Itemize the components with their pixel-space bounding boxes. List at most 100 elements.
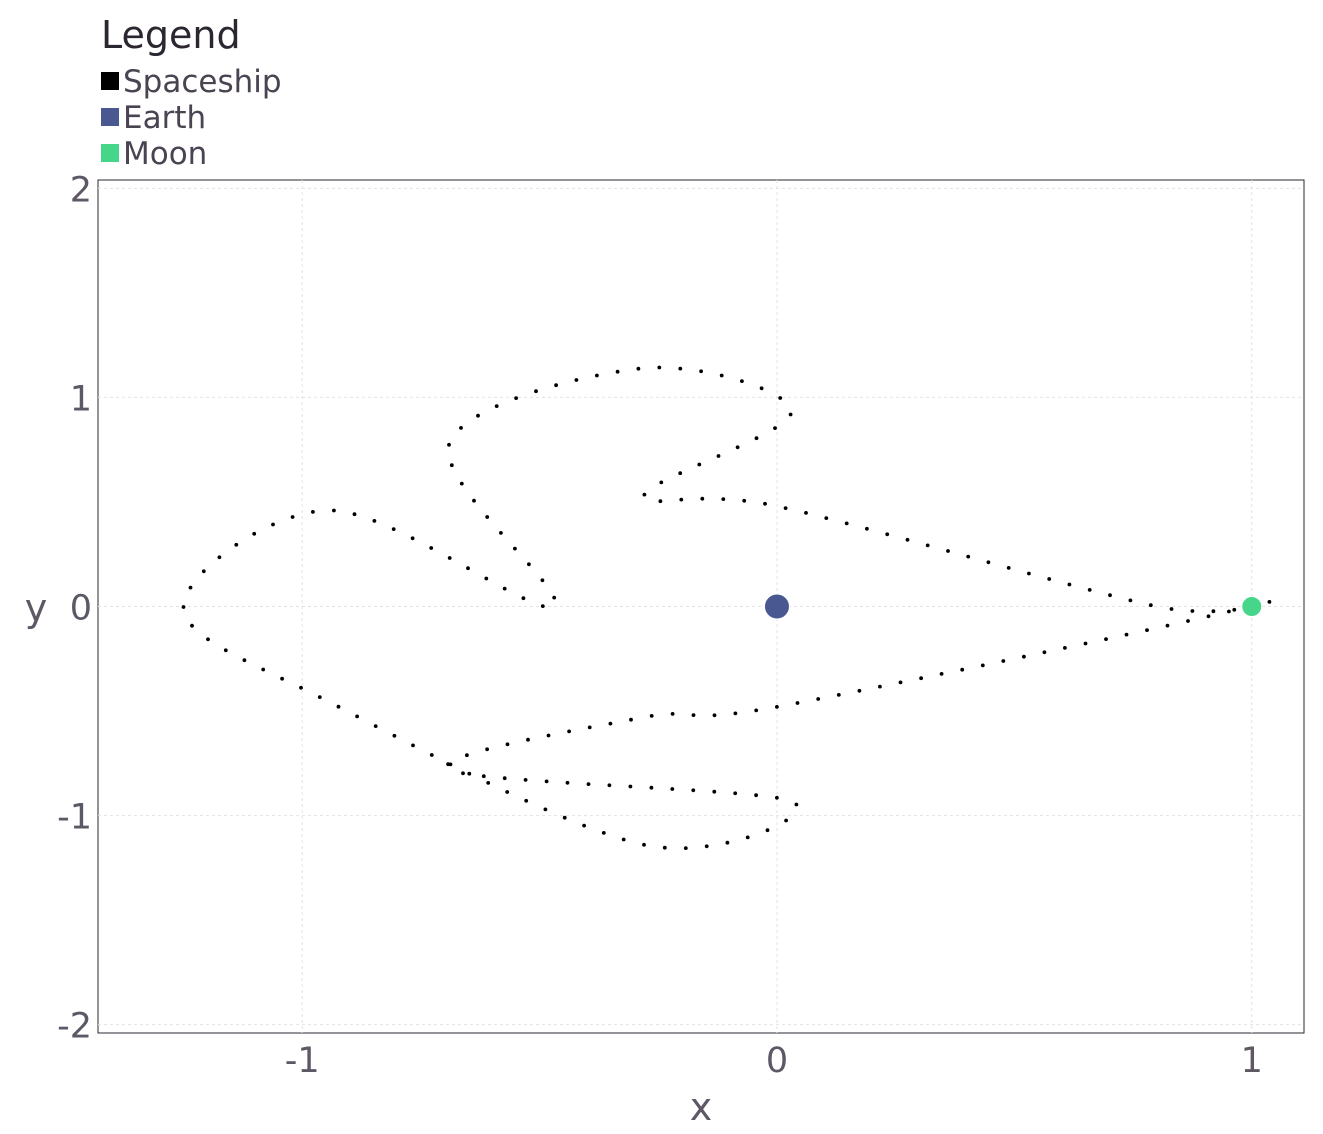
legend-swatch-moon xyxy=(101,144,119,162)
spaceship-point xyxy=(740,379,744,383)
spaceship-point xyxy=(1067,582,1072,587)
spaceship-point xyxy=(679,497,684,502)
y-tick-label: -1 xyxy=(57,798,92,838)
spaceship-point xyxy=(540,578,545,583)
spaceship-point xyxy=(447,442,451,447)
spaceship-point xyxy=(373,724,378,728)
spaceship-point xyxy=(784,818,788,823)
spaceship-point xyxy=(1027,571,1031,576)
spaceship-point xyxy=(1169,607,1174,611)
spaceship-point xyxy=(391,527,396,531)
spaceship-point xyxy=(670,787,675,791)
spaceship-point xyxy=(754,793,758,798)
spaceship-point xyxy=(658,499,663,504)
spaceship-point xyxy=(699,369,703,374)
spaceship-point xyxy=(466,566,470,571)
spaceship-point xyxy=(775,795,779,800)
spaceship-point xyxy=(543,807,548,812)
spaceship-point xyxy=(485,515,490,519)
spaceship-point xyxy=(678,471,683,476)
spaceship-point xyxy=(190,623,194,628)
spaceship-point xyxy=(546,733,551,738)
spaceship-point xyxy=(670,712,675,716)
spaceship-point xyxy=(582,823,586,828)
spaceship-point xyxy=(824,516,829,520)
spaceship-point xyxy=(352,512,357,517)
spaceship-point xyxy=(816,697,821,701)
spaceship-point xyxy=(608,721,613,726)
spaceship-point xyxy=(642,492,647,497)
legend-swatch-spaceship xyxy=(101,72,119,90)
y-tick-label: 0 xyxy=(70,589,92,629)
spaceship-point xyxy=(735,445,740,450)
spaceship-point xyxy=(429,546,434,550)
spaceship-point xyxy=(534,389,538,394)
x-tick-label: 1 xyxy=(1241,1041,1263,1081)
spaceship-point xyxy=(1267,600,1272,604)
spaceship-point xyxy=(1128,598,1133,603)
spaceship-point xyxy=(252,531,257,536)
spaceship-point xyxy=(499,531,503,535)
spaceship-point xyxy=(628,784,633,789)
spaceship-point xyxy=(691,713,696,717)
spaceship-point xyxy=(290,515,295,519)
spaceship-point xyxy=(704,844,709,849)
spaceship-point xyxy=(410,536,415,541)
spaceship-point xyxy=(181,605,186,609)
spaceship-point xyxy=(629,717,633,722)
spaceship-point xyxy=(1001,659,1006,663)
spaceship-point xyxy=(485,747,489,752)
spaceship-point xyxy=(615,369,620,374)
spaceship-point xyxy=(449,463,454,468)
spaceship-point xyxy=(411,743,415,748)
spaceship-point xyxy=(794,802,799,807)
spaceship-point xyxy=(523,778,528,782)
spaceship-point xyxy=(562,815,567,820)
spaceship-point xyxy=(234,542,239,547)
spaceship-point xyxy=(587,725,592,730)
spaceship-point xyxy=(1165,623,1170,628)
spaceship-point xyxy=(733,711,738,716)
spaceship-point xyxy=(392,733,397,738)
spaceship-point xyxy=(754,436,759,441)
spaceship-point xyxy=(554,383,558,388)
spaceship-point xyxy=(514,396,518,400)
spaceship-point xyxy=(765,828,770,833)
legend-label-earth: Earth xyxy=(123,100,206,136)
spaceship-point xyxy=(502,776,507,781)
spaceship-point xyxy=(1047,577,1052,581)
spaceship-point xyxy=(1190,609,1195,613)
spaceship-point xyxy=(484,576,489,581)
spaceship-point xyxy=(429,753,434,757)
spaceship-point xyxy=(773,426,777,430)
spaceship-point xyxy=(980,663,985,668)
spaceship-point xyxy=(836,693,841,697)
spaceship-point xyxy=(697,462,702,467)
spaceship-point xyxy=(565,780,570,785)
spaceship-point xyxy=(966,554,971,559)
earth-point xyxy=(763,593,790,620)
spaceship-point xyxy=(586,782,591,786)
spaceship-point xyxy=(712,789,717,794)
legend-label-moon: Moon xyxy=(123,136,207,172)
spaceship-point xyxy=(683,846,688,850)
legend-swatch-earth xyxy=(101,108,119,126)
spaceship-point xyxy=(513,546,517,551)
spaceship-point xyxy=(754,708,759,713)
spaceship-point xyxy=(526,737,530,742)
spaceship-point xyxy=(472,498,476,503)
spaceship-point xyxy=(1206,614,1211,619)
spaceship-point xyxy=(261,667,266,672)
spaceship-point xyxy=(502,586,507,591)
spaceship-point xyxy=(280,676,284,681)
spaceship-point xyxy=(649,714,654,718)
spaceship-point xyxy=(372,519,377,523)
spaceship-point xyxy=(494,404,499,408)
spaceship-point xyxy=(844,521,849,526)
spaceship-point xyxy=(733,791,738,796)
spaceship-point xyxy=(1145,628,1149,632)
spaceship-point xyxy=(601,831,606,835)
data-marks xyxy=(181,365,1272,850)
x-tick-label: 0 xyxy=(766,1041,788,1081)
